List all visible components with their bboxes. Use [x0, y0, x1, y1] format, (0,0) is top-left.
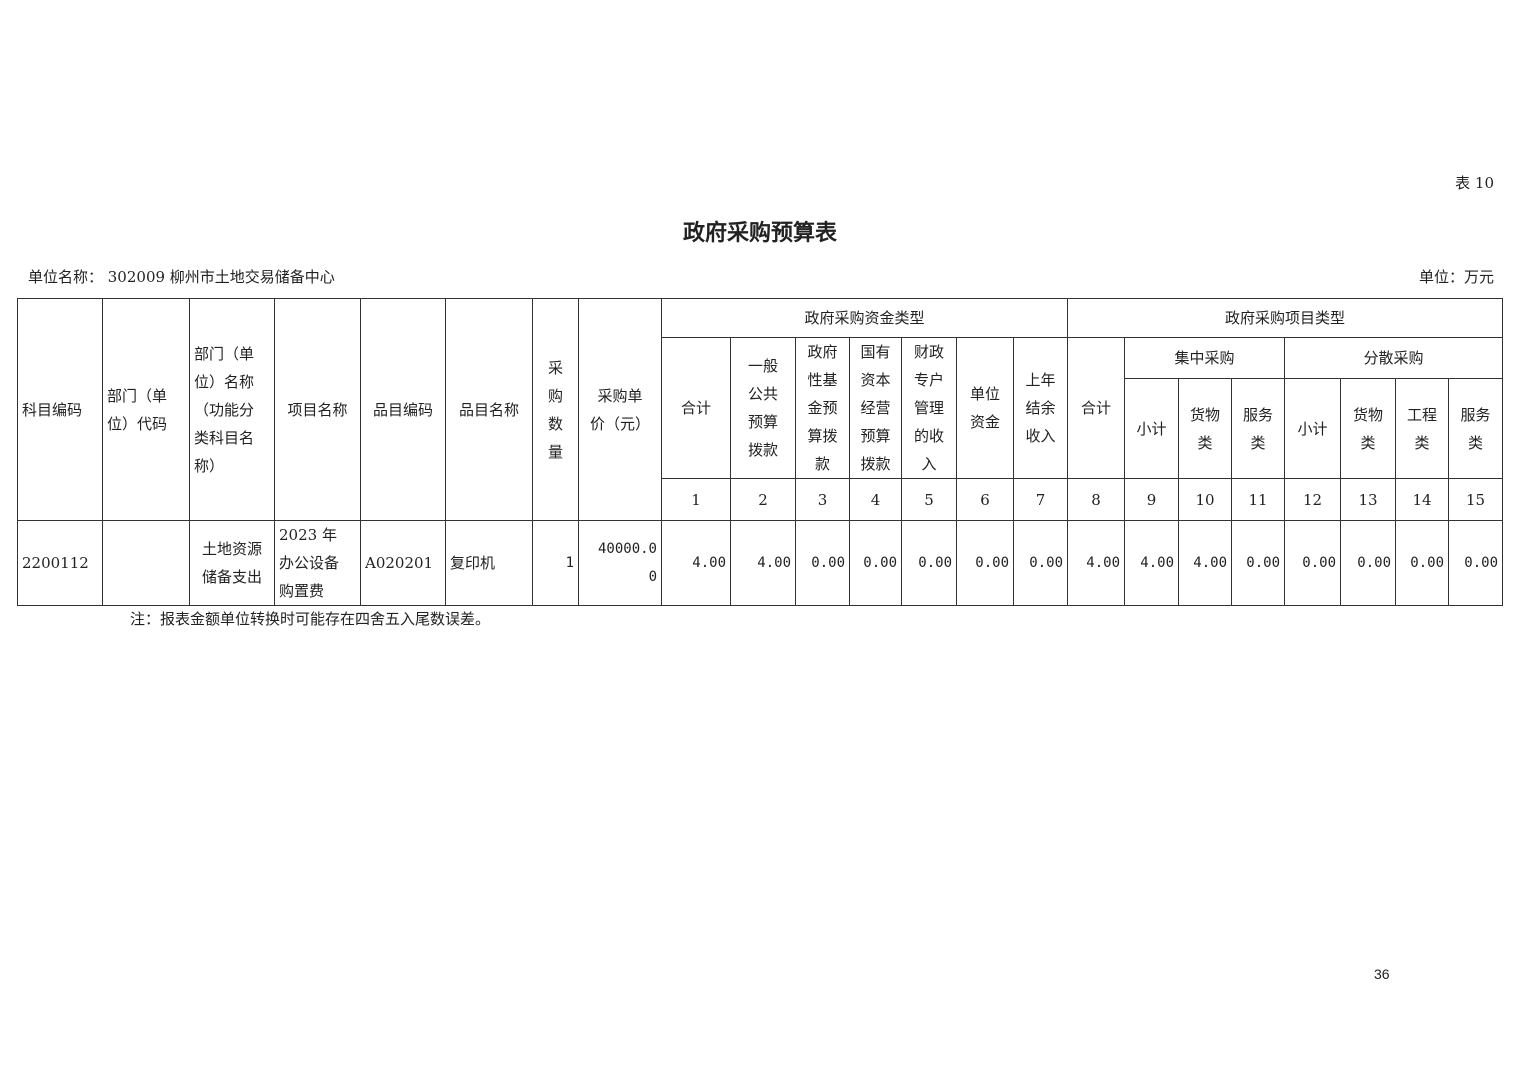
header-project-type: 政府采购项目类型 — [1067, 298, 1503, 338]
header-central-subtotal: 小计 — [1124, 378, 1179, 479]
header-dispersed-goods: 货物 类 — [1340, 378, 1396, 479]
header-fund-total: 合计 — [661, 337, 731, 479]
page-title: 政府采购预算表 — [682, 220, 837, 246]
cell-amount: 0.00 — [1340, 520, 1396, 606]
table-number: 表 10 — [1455, 174, 1494, 192]
cell-amount: 4.00 — [1124, 520, 1179, 606]
column-index: 5 — [901, 478, 957, 521]
cell-amount: 0.00 — [1395, 520, 1449, 606]
header-prior-balance: 上年 结余 收入 — [1013, 337, 1068, 479]
column-index: 4 — [849, 478, 902, 521]
cell-amount: 0.00 — [1448, 520, 1503, 606]
header-central-services: 服务 类 — [1231, 378, 1285, 479]
header-fund-type: 政府采购资金类型 — [661, 298, 1068, 338]
column-index: 1 — [661, 478, 731, 521]
footnote: 注：报表金额单位转换时可能存在四舍五入尾数误差。 — [130, 610, 491, 628]
header-unit-price: 采购单 价（元） — [578, 298, 662, 521]
cell-amount: 0.00 — [849, 520, 902, 606]
cell-subject-code: 2200112 — [17, 520, 103, 606]
header-gov-fund: 政府 性基 金预 算拨 款 — [795, 337, 850, 479]
column-index: 2 — [730, 478, 796, 521]
column-index: 11 — [1231, 478, 1285, 521]
column-index: 15 — [1448, 478, 1503, 521]
header-dispersed-services: 服务 类 — [1448, 378, 1503, 479]
cell-dept-name: 土地资源 储备支出 — [189, 520, 275, 606]
column-index: 13 — [1340, 478, 1396, 521]
cell-project-name: 2023 年 办公设备 购置费 — [274, 520, 361, 606]
header-item-code: 品目编码 — [360, 298, 446, 521]
column-index: 14 — [1395, 478, 1449, 521]
header-subject-code: 科目编码 — [17, 298, 103, 521]
cell-amount: 4.00 — [1067, 520, 1125, 606]
header-special-account: 财政 专户 管理 的收 入 — [901, 337, 957, 479]
header-central-goods: 货物 类 — [1178, 378, 1232, 479]
cell-amount: 0.00 — [1284, 520, 1341, 606]
column-index: 3 — [795, 478, 850, 521]
cell-amount: 4.00 — [1178, 520, 1232, 606]
header-project-name: 项目名称 — [274, 298, 361, 521]
cell-dept-code — [102, 520, 190, 606]
column-index: 12 — [1284, 478, 1341, 521]
table-row: 2200112 土地资源 储备支出 2023 年 办公设备 购置费 A02020… — [17, 520, 1503, 606]
header-quantity: 采 购 数 量 — [532, 298, 579, 521]
header-row: 小计 货物 类 服务 类 小计 货物 类 工程 类 服务 类 — [18, 378, 1503, 479]
cell-quantity: 1 — [532, 520, 579, 606]
header-dispersed: 分散采购 — [1284, 337, 1503, 379]
header-project-total: 合计 — [1067, 337, 1125, 479]
header-central: 集中采购 — [1124, 337, 1285, 379]
cell-item-code: A020201 — [360, 520, 446, 606]
cell-amount: 0.00 — [1013, 520, 1068, 606]
page-number: 36 — [1374, 966, 1390, 982]
header-dispersed-subtotal: 小计 — [1284, 378, 1341, 479]
column-index: 9 — [1124, 478, 1179, 521]
cell-amount: 4.00 — [730, 520, 796, 606]
cell-amount: 0.00 — [901, 520, 957, 606]
cell-amount: 0.00 — [1231, 520, 1285, 606]
procurement-budget-table: 科目编码 部门（单 位）代码 部门（单 位）名称 （功能分 类科目名 称） 项目… — [17, 298, 1503, 606]
header-item-name: 品目名称 — [445, 298, 533, 521]
column-index: 7 — [1013, 478, 1068, 521]
cell-unit-price: 40000.0 0 — [578, 520, 662, 606]
unit-name: 单位名称： 302009 柳州市土地交易储备中心 — [28, 268, 335, 286]
cell-amount: 4.00 — [661, 520, 731, 606]
column-index: 6 — [956, 478, 1014, 521]
cell-amount: 0.00 — [956, 520, 1014, 606]
header-row: 合计 一般 公共 预算 拨款 政府 性基 金预 算拨 款 国有 资本 经营 预算… — [18, 337, 1503, 479]
header-general-budget: 一般 公共 预算 拨款 — [730, 337, 796, 479]
header-state-capital: 国有 资本 经营 预算 拨款 — [849, 337, 902, 479]
header-unit-funds: 单位 资金 — [956, 337, 1014, 479]
column-index: 8 — [1067, 478, 1125, 521]
header-row: 科目编码 部门（单 位）代码 部门（单 位）名称 （功能分 类科目名 称） 项目… — [17, 298, 1503, 521]
currency-unit: 单位：万元 — [1418, 268, 1494, 286]
index-row: 1 2 3 4 5 6 7 8 9 10 11 12 13 14 15 — [18, 478, 1503, 521]
column-index: 10 — [1178, 478, 1232, 521]
cell-item-name: 复印机 — [445, 520, 533, 606]
header-dept-code: 部门（单 位）代码 — [102, 298, 190, 521]
cell-amount: 0.00 — [795, 520, 850, 606]
header-dept-name: 部门（单 位）名称 （功能分 类科目名 称） — [189, 298, 275, 521]
header-dispersed-works: 工程 类 — [1395, 378, 1449, 479]
